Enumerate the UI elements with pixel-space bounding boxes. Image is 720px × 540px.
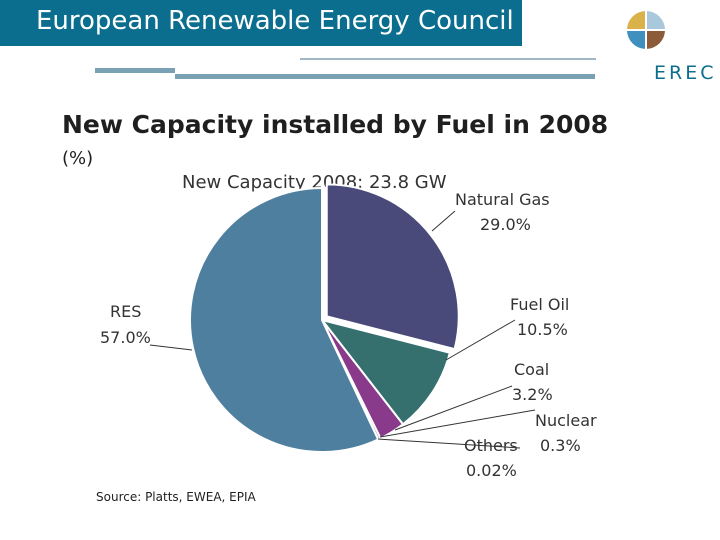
- slice-value-label: 0.02%: [466, 461, 517, 480]
- slice-value-label: 57.0%: [100, 328, 151, 347]
- header-rule-thin: [300, 58, 596, 60]
- leader-line-others: [377, 438, 521, 449]
- slice-name-label: Others: [464, 436, 518, 455]
- logo-text: EREC: [654, 62, 717, 84]
- header-rule-right: [175, 74, 595, 79]
- source-note: Source: Platts, EWEA, EPIA: [96, 490, 256, 504]
- header-title: European Renewable Energy Council: [36, 6, 514, 36]
- chart-title: New Capacity 2008: 23.8 GW: [182, 172, 447, 193]
- slice-name-label: Coal: [514, 360, 549, 379]
- slice-value-label: 0.3%: [540, 436, 581, 455]
- unit-label: (%): [62, 148, 94, 169]
- header-bar: [0, 0, 522, 46]
- slide-title: New Capacity installed by Fuel in 2008: [62, 110, 609, 139]
- slice-name-label: RES: [110, 302, 141, 321]
- slice-value-label: 10.5%: [517, 320, 568, 339]
- leader-line-natural-gas: [431, 210, 456, 232]
- slice-value-label: 3.2%: [512, 385, 553, 404]
- leader-line-fuel-oil: [445, 319, 516, 361]
- pie-slice-natural-gas: [325, 183, 460, 351]
- slice-value-label: 29.0%: [480, 215, 531, 234]
- header-rule-left: [95, 68, 175, 73]
- slice-name-label: Nuclear: [535, 411, 597, 430]
- pie-slice-res: [189, 186, 380, 453]
- slice-name-label: Natural Gas: [455, 190, 550, 209]
- leader-line-coal: [394, 385, 513, 431]
- leader-line-res: [149, 344, 193, 351]
- leader-line-nuclear: [379, 409, 536, 438]
- pie-slice-fuel-oil: [319, 318, 452, 426]
- slice-name-label: Fuel Oil: [510, 295, 569, 314]
- erec-logo-icon: [622, 6, 670, 54]
